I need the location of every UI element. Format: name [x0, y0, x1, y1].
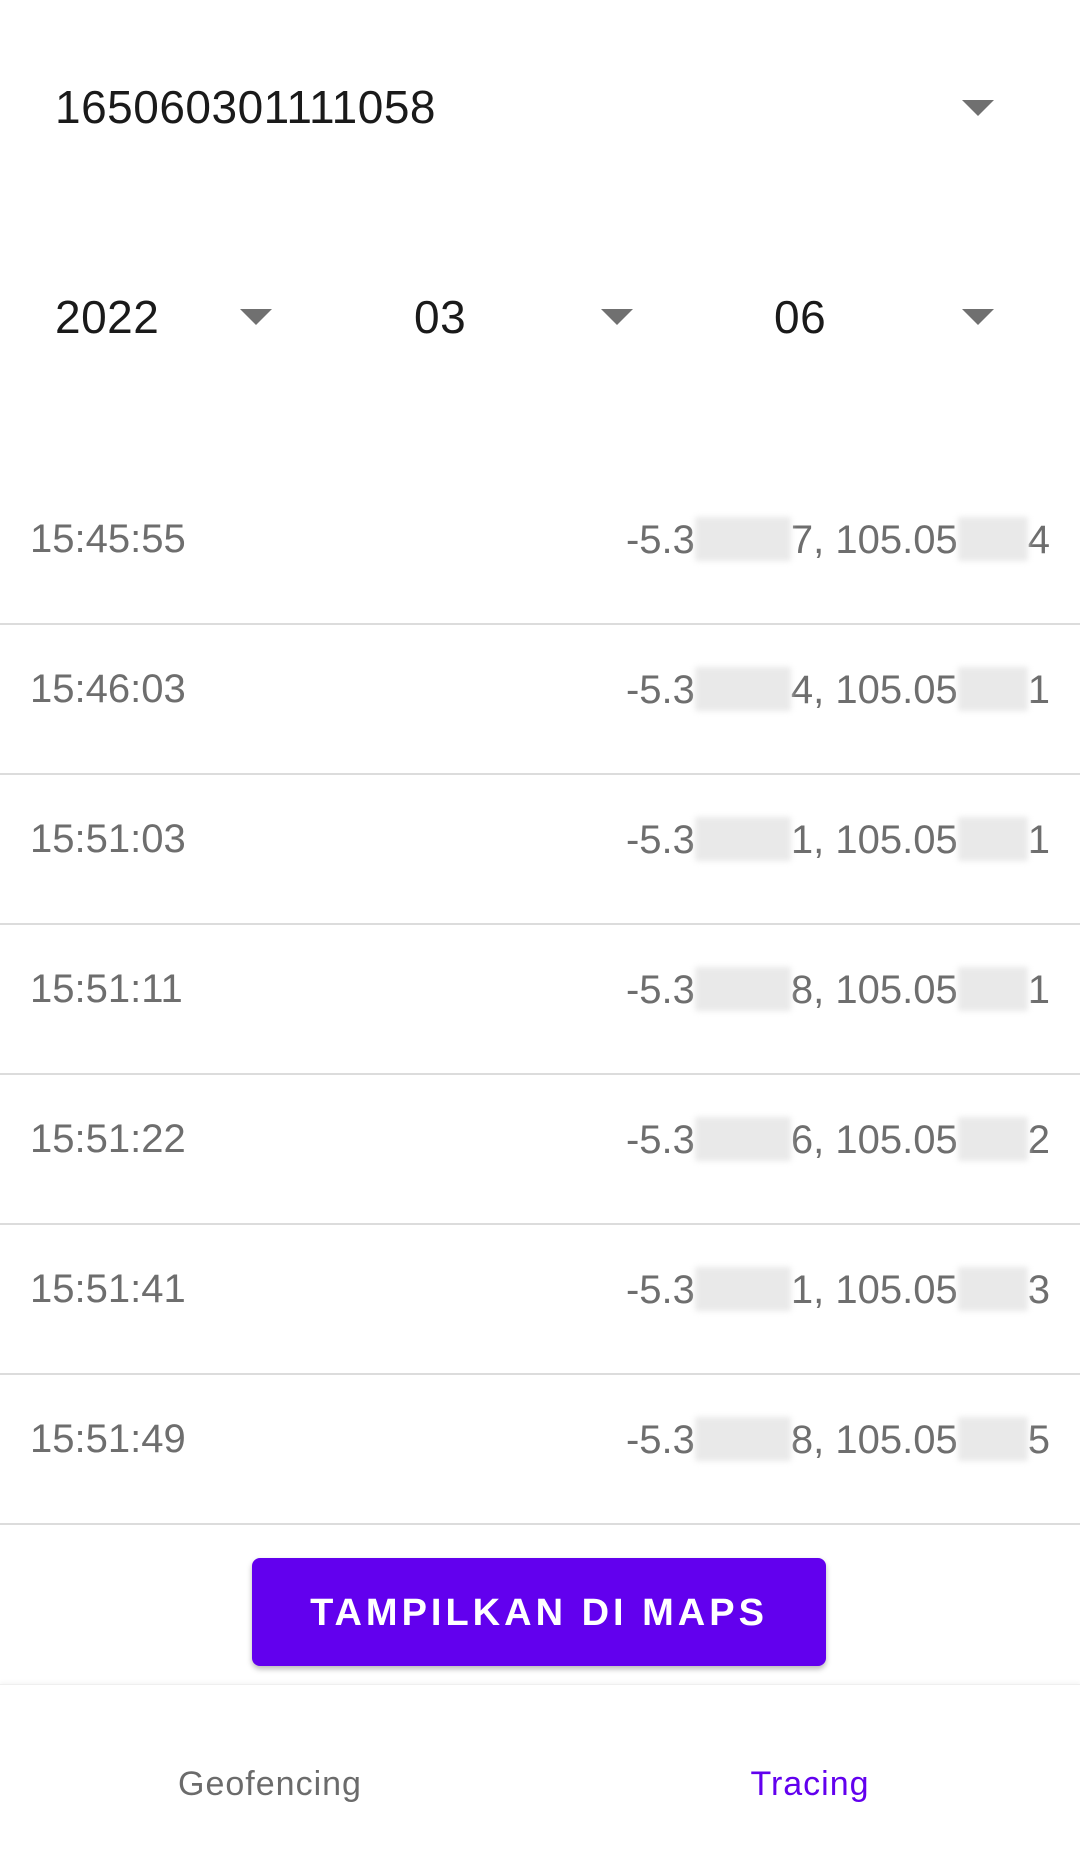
year-spinner-value: 2022 [55, 291, 160, 343]
tracing-list[interactable]: 15:45:55 -5.3 7, 105.05 4 15:46:03 -5.3 4, … [0, 475, 1080, 1525]
redacted-blur [957, 1267, 1028, 1311]
record-time: 15:51:03 [30, 817, 186, 861]
redacted-blur [694, 967, 791, 1011]
caret-down-icon [962, 100, 994, 116]
list-item[interactable]: 15:51:49 -5.3 8, 105.05 5 [0, 1375, 1080, 1525]
redacted-blur [694, 1417, 791, 1461]
record-coordinates: -5.3 4, 105.05 1 [625, 667, 1050, 712]
redacted-blur [957, 967, 1028, 1011]
record-coordinates: -5.3 6, 105.05 2 [625, 1117, 1050, 1162]
month-spinner-value: 03 [414, 291, 467, 343]
show-on-maps-button[interactable]: TAMPILKAN DI MAPS [252, 1558, 826, 1666]
record-coordinates: -5.3 8, 105.05 5 [625, 1417, 1050, 1462]
record-time: 15:51:11 [30, 967, 183, 1011]
list-item[interactable]: 15:45:55 -5.3 7, 105.05 4 [0, 475, 1080, 625]
list-item[interactable]: 15:51:22 -5.3 6, 105.05 2 [0, 1075, 1080, 1225]
day-spinner-value: 06 [774, 291, 827, 343]
redacted-blur [957, 817, 1028, 861]
redacted-blur [957, 517, 1028, 561]
record-coordinates: -5.3 1, 105.05 1 [625, 817, 1050, 862]
redacted-blur [957, 667, 1028, 711]
record-coordinates: -5.3 8, 105.05 1 [625, 967, 1050, 1012]
record-time: 15:51:49 [30, 1417, 186, 1461]
caret-down-icon [240, 309, 272, 325]
list-item[interactable]: 15:51:03 -5.3 1, 105.05 1 [0, 775, 1080, 925]
list-item[interactable]: 15:51:41 -5.3 1, 105.05 3 [0, 1225, 1080, 1375]
redacted-blur [694, 817, 791, 861]
caret-down-icon [601, 309, 633, 325]
record-time: 15:51:41 [30, 1267, 186, 1311]
list-item[interactable]: 15:51:11 -5.3 8, 105.05 1 [0, 925, 1080, 1075]
device-spinner-value: 165060301111058 [55, 81, 437, 133]
redacted-blur [957, 1417, 1028, 1461]
redacted-blur [694, 1117, 791, 1161]
redacted-blur [694, 517, 791, 561]
list-item[interactable]: 15:46:03 -5.3 4, 105.05 1 [0, 625, 1080, 775]
caret-down-icon [962, 309, 994, 325]
record-time: 15:51:22 [30, 1117, 186, 1161]
record-time: 15:45:55 [30, 517, 186, 561]
nav-item-geofencing[interactable]: Geofencing [178, 1765, 362, 1803]
record-coordinates: -5.3 7, 105.05 4 [625, 517, 1050, 562]
redacted-blur [694, 1267, 791, 1311]
redacted-blur [694, 667, 791, 711]
bottom-navigation: Geofencing Tracing [0, 1684, 1080, 1849]
redacted-blur [957, 1117, 1028, 1161]
nav-item-tracing[interactable]: Tracing [750, 1765, 870, 1803]
record-coordinates: -5.3 1, 105.05 3 [625, 1267, 1050, 1312]
record-time: 15:46:03 [30, 667, 186, 711]
